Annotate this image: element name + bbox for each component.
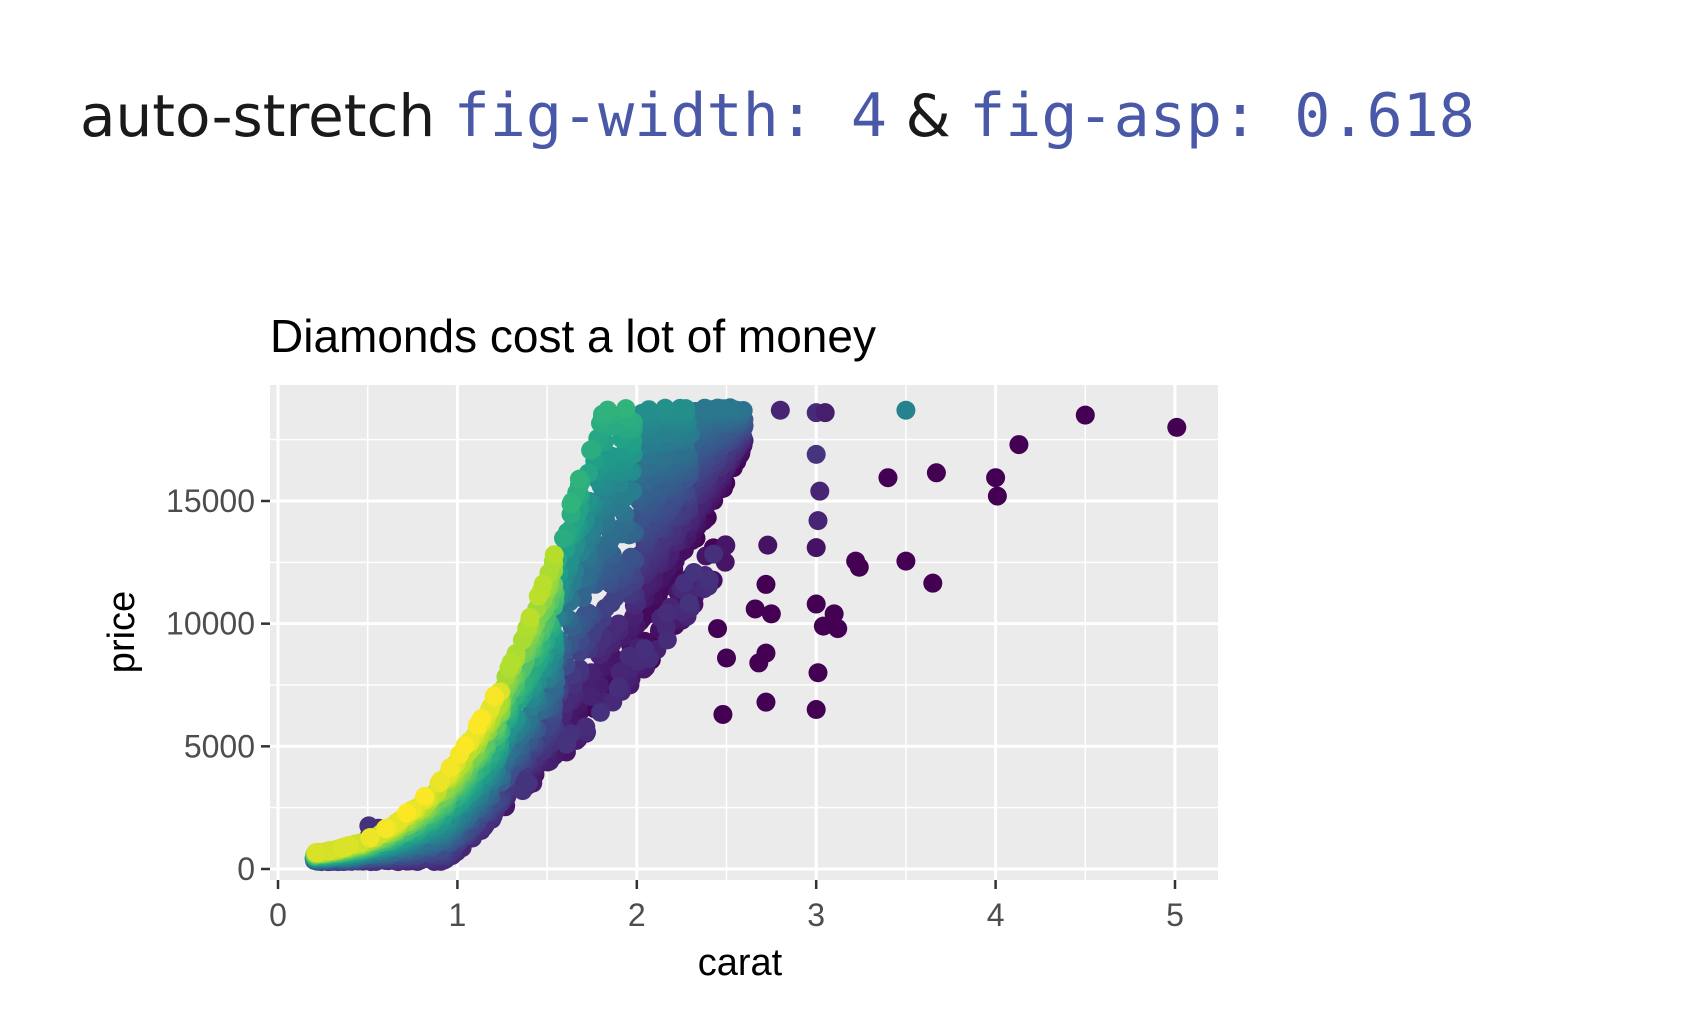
x-tick-label: 1 <box>449 897 467 933</box>
data-point-outlier <box>926 463 946 483</box>
data-point <box>520 607 540 627</box>
data-point <box>609 614 629 634</box>
data-point-outlier <box>808 511 828 531</box>
data-points <box>304 398 1187 872</box>
data-point <box>544 545 564 565</box>
x-axis: 0 1 2 3 4 5 <box>269 880 1184 933</box>
y-tick-label: 15000 <box>166 483 255 519</box>
x-tick-label: 5 <box>1166 897 1184 933</box>
data-point <box>639 400 659 420</box>
x-tick-label: 2 <box>628 897 646 933</box>
data-point-outlier <box>756 574 776 594</box>
data-point-outlier <box>770 400 790 420</box>
data-point-outlier <box>849 557 869 577</box>
data-point <box>440 758 460 778</box>
data-point <box>684 562 704 582</box>
data-point-outlier <box>878 468 898 488</box>
data-point-outlier <box>923 573 943 593</box>
x-tick-label: 3 <box>807 897 825 933</box>
data-point <box>581 686 601 706</box>
data-point-outlier <box>1075 405 1095 425</box>
data-point <box>340 835 360 855</box>
data-point-outlier <box>828 619 848 639</box>
data-point <box>561 494 581 514</box>
data-point <box>470 710 490 730</box>
data-point-outlier <box>896 400 916 420</box>
data-point <box>528 586 548 606</box>
data-point <box>704 544 724 564</box>
slide-heading: auto-stretch fig-width: 4 & fig-asp: 0.6… <box>80 72 1640 160</box>
data-point-outlier <box>717 648 736 668</box>
heading-code-fig-width: fig-width: 4 <box>453 81 888 151</box>
data-point <box>557 734 577 754</box>
data-point <box>610 662 630 682</box>
heading-ampersand: & <box>887 82 970 150</box>
data-point <box>306 843 326 863</box>
data-point <box>621 547 641 567</box>
x-tick-label: 0 <box>269 897 287 933</box>
data-point-outlier <box>808 663 828 683</box>
data-point-outlier <box>815 403 835 423</box>
y-tick-label: 5000 <box>184 728 255 764</box>
data-point <box>484 686 504 706</box>
data-point <box>679 593 699 613</box>
heading-code-fig-asp: fig-asp: 0.618 <box>969 81 1475 151</box>
data-point <box>553 528 573 548</box>
data-point-outlier <box>806 538 826 558</box>
data-point-outlier <box>1167 417 1187 437</box>
data-point <box>569 469 589 489</box>
data-point-outlier <box>761 604 781 624</box>
data-point <box>699 570 719 590</box>
data-point <box>590 702 610 722</box>
data-point-outlier <box>987 486 1007 506</box>
data-point <box>415 786 435 806</box>
data-point-outlier <box>813 616 833 636</box>
data-point <box>670 398 690 418</box>
data-point-outlier <box>824 604 844 624</box>
data-point <box>657 603 677 623</box>
data-point-outlier <box>1009 435 1029 455</box>
data-point-outlier <box>758 535 778 555</box>
data-point <box>608 679 628 699</box>
data-point <box>598 400 618 420</box>
chart-title: Diamonds cost a lot of money <box>270 310 876 362</box>
data-point-outlier <box>986 468 1006 488</box>
x-tick-label: 4 <box>987 897 1005 933</box>
data-point-outlier <box>713 704 733 724</box>
data-point-outlier <box>806 594 826 614</box>
data-point <box>576 717 596 737</box>
data-point-outlier <box>810 481 830 501</box>
data-point <box>720 398 740 418</box>
x-axis-label: carat <box>698 942 783 984</box>
data-point-outlier <box>708 619 728 639</box>
data-point <box>360 828 380 848</box>
data-point-outlier <box>749 653 769 673</box>
y-axis: 0 5000 10000 15000 <box>166 483 270 887</box>
data-point-outlier <box>745 599 765 619</box>
data-point <box>657 630 677 650</box>
data-point <box>602 446 622 466</box>
data-point-outlier <box>756 692 776 712</box>
data-point-outlier <box>896 551 916 571</box>
data-point <box>397 803 417 823</box>
data-point <box>581 440 601 460</box>
data-point <box>455 736 475 756</box>
data-point-outlier <box>806 700 826 720</box>
data-point-outlier <box>806 444 826 464</box>
data-point <box>616 399 636 419</box>
heading-prefix: auto-stretch <box>80 82 454 150</box>
data-point <box>655 398 675 418</box>
data-point <box>634 639 654 659</box>
data-point <box>376 819 396 839</box>
y-tick-label: 10000 <box>166 606 255 642</box>
y-tick-label: 0 <box>237 851 255 887</box>
y-axis-label: price <box>101 591 143 673</box>
data-point <box>501 653 521 673</box>
